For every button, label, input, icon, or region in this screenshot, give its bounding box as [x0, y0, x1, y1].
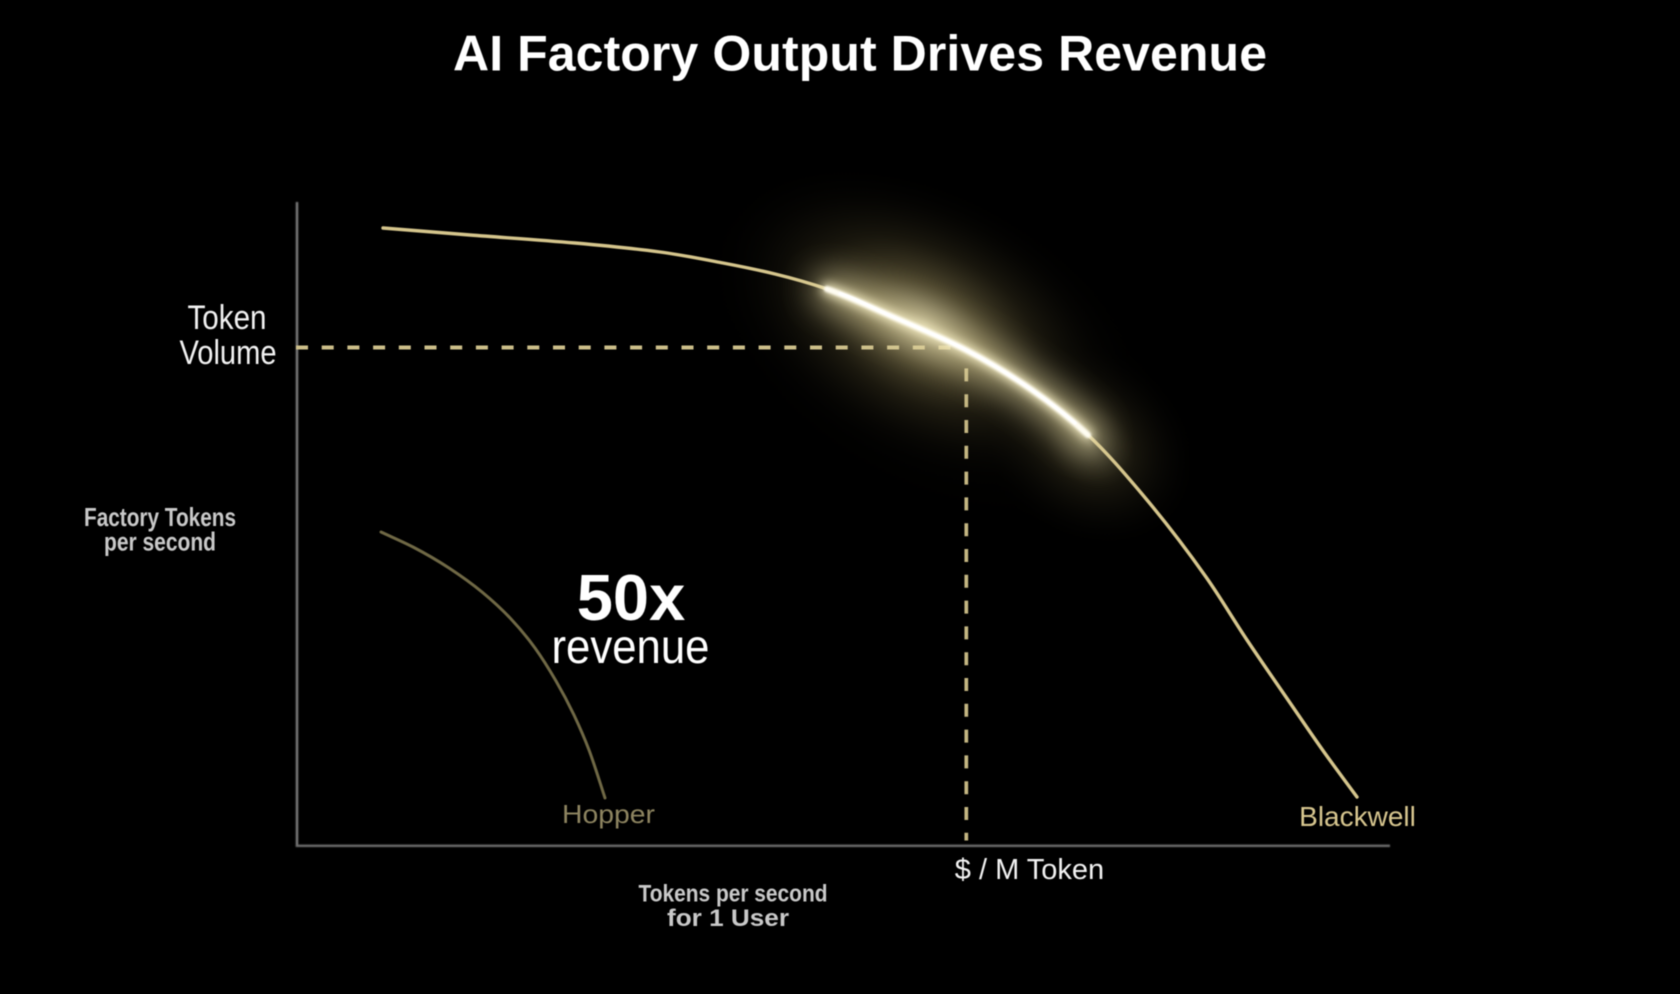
svg-text:Blackwell: Blackwell: [1299, 801, 1416, 832]
svg-text:AI Factory Output Drives Reven: AI Factory Output Drives Revenue: [453, 26, 1267, 82]
svg-text:$ / M Token: $ / M Token: [955, 854, 1104, 886]
svg-text:for 1 User: for 1 User: [667, 905, 789, 932]
svg-text:per second: per second: [104, 527, 216, 557]
svg-text:Factory Tokens: Factory Tokens: [84, 502, 236, 532]
svg-text:50x: 50x: [577, 561, 685, 634]
svg-text:Tokens per second: Tokens per second: [639, 881, 828, 908]
svg-text:Hopper: Hopper: [562, 799, 655, 829]
svg-text:Volume: Volume: [180, 334, 277, 372]
svg-text:Token: Token: [188, 299, 267, 337]
svg-text:revenue: revenue: [552, 621, 710, 674]
